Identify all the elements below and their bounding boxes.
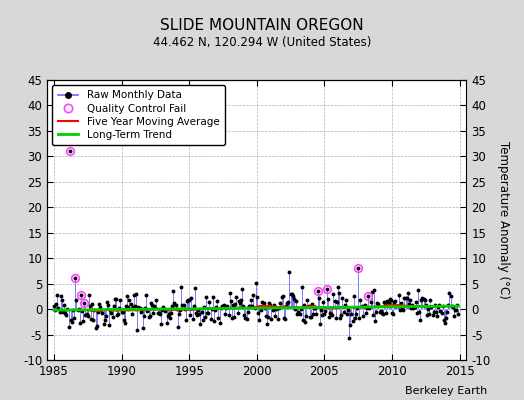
Y-axis label: Temperature Anomaly (°C): Temperature Anomaly (°C) [497, 141, 510, 299]
Text: Berkeley Earth: Berkeley Earth [405, 386, 487, 396]
Text: 44.462 N, 120.294 W (United States): 44.462 N, 120.294 W (United States) [153, 36, 371, 49]
Text: SLIDE MOUNTAIN OREGON: SLIDE MOUNTAIN OREGON [160, 18, 364, 33]
Legend: Raw Monthly Data, Quality Control Fail, Five Year Moving Average, Long-Term Tren: Raw Monthly Data, Quality Control Fail, … [52, 85, 225, 145]
